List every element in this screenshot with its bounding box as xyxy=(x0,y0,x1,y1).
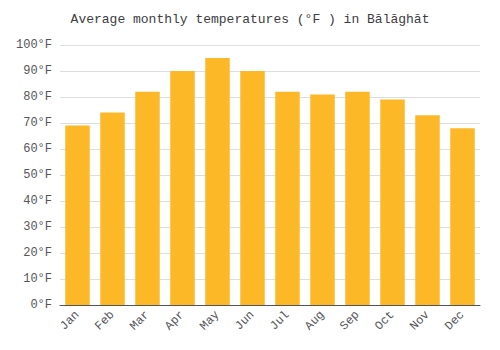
svg-text:50°F: 50°F xyxy=(23,168,52,182)
svg-text:Apr: Apr xyxy=(162,308,187,333)
svg-text:90°F: 90°F xyxy=(23,64,52,78)
svg-text:30°F: 30°F xyxy=(23,220,52,234)
svg-text:Average monthly temperatures (: Average monthly temperatures (°F ) in Bā… xyxy=(71,12,430,27)
svg-text:100°F: 100°F xyxy=(16,38,52,52)
svg-text:May: May xyxy=(197,308,222,333)
svg-text:80°F: 80°F xyxy=(23,90,52,104)
svg-text:Mar: Mar xyxy=(127,308,152,333)
svg-text:Jan: Jan xyxy=(57,308,82,333)
svg-text:Aug: Aug xyxy=(302,308,327,333)
svg-text:20°F: 20°F xyxy=(23,246,52,260)
svg-text:0°F: 0°F xyxy=(30,298,52,312)
svg-text:Oct: Oct xyxy=(372,308,397,333)
svg-text:Jul: Jul xyxy=(267,308,292,333)
svg-text:60°F: 60°F xyxy=(23,142,52,156)
svg-text:40°F: 40°F xyxy=(23,194,52,208)
svg-text:Feb: Feb xyxy=(92,308,117,333)
svg-text:Jun: Jun xyxy=(232,308,257,333)
svg-text:70°F: 70°F xyxy=(23,116,52,130)
svg-text:Nov: Nov xyxy=(407,308,432,333)
svg-text:Sep: Sep xyxy=(337,308,362,333)
svg-text:10°F: 10°F xyxy=(23,272,52,286)
svg-text:Dec: Dec xyxy=(442,308,467,333)
